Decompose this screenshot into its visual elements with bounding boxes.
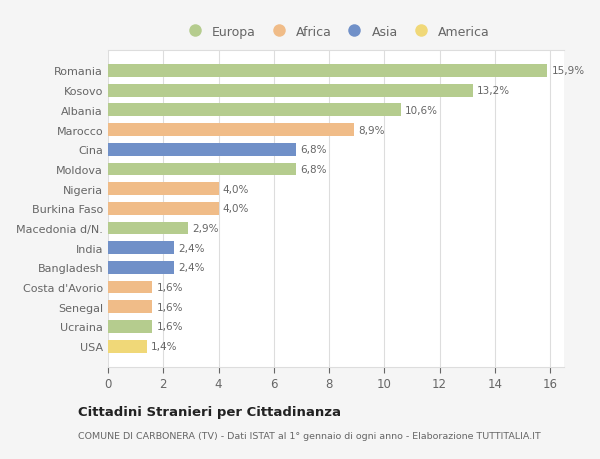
Text: 4,0%: 4,0% bbox=[223, 184, 249, 194]
Legend: Europa, Africa, Asia, America: Europa, Africa, Asia, America bbox=[179, 23, 493, 41]
Bar bbox=[108, 202, 218, 215]
Bar bbox=[108, 124, 354, 137]
Bar bbox=[108, 222, 188, 235]
Text: 2,4%: 2,4% bbox=[178, 263, 205, 273]
Text: 1,6%: 1,6% bbox=[157, 282, 183, 292]
Bar bbox=[108, 281, 152, 294]
Bar bbox=[108, 144, 296, 156]
Text: Cittadini Stranieri per Cittadinanza: Cittadini Stranieri per Cittadinanza bbox=[78, 405, 341, 419]
Text: 1,6%: 1,6% bbox=[157, 322, 183, 332]
Text: 6,8%: 6,8% bbox=[300, 145, 326, 155]
Text: 1,6%: 1,6% bbox=[157, 302, 183, 312]
Text: 2,9%: 2,9% bbox=[192, 224, 219, 234]
Bar bbox=[108, 104, 401, 117]
Bar bbox=[108, 301, 152, 313]
Bar bbox=[108, 65, 547, 78]
Text: 6,8%: 6,8% bbox=[300, 164, 326, 174]
Text: COMUNE DI CARBONERA (TV) - Dati ISTAT al 1° gennaio di ogni anno - Elaborazione : COMUNE DI CARBONERA (TV) - Dati ISTAT al… bbox=[78, 431, 541, 440]
Bar bbox=[108, 320, 152, 333]
Text: 10,6%: 10,6% bbox=[405, 106, 438, 116]
Bar bbox=[108, 262, 175, 274]
Text: 4,0%: 4,0% bbox=[223, 204, 249, 214]
Text: 15,9%: 15,9% bbox=[551, 66, 584, 76]
Text: 8,9%: 8,9% bbox=[358, 125, 385, 135]
Text: 13,2%: 13,2% bbox=[477, 86, 510, 96]
Bar bbox=[108, 84, 473, 97]
Bar bbox=[108, 242, 175, 255]
Bar bbox=[108, 340, 146, 353]
Bar bbox=[108, 183, 218, 196]
Text: 1,4%: 1,4% bbox=[151, 341, 178, 352]
Text: 2,4%: 2,4% bbox=[178, 243, 205, 253]
Bar bbox=[108, 163, 296, 176]
